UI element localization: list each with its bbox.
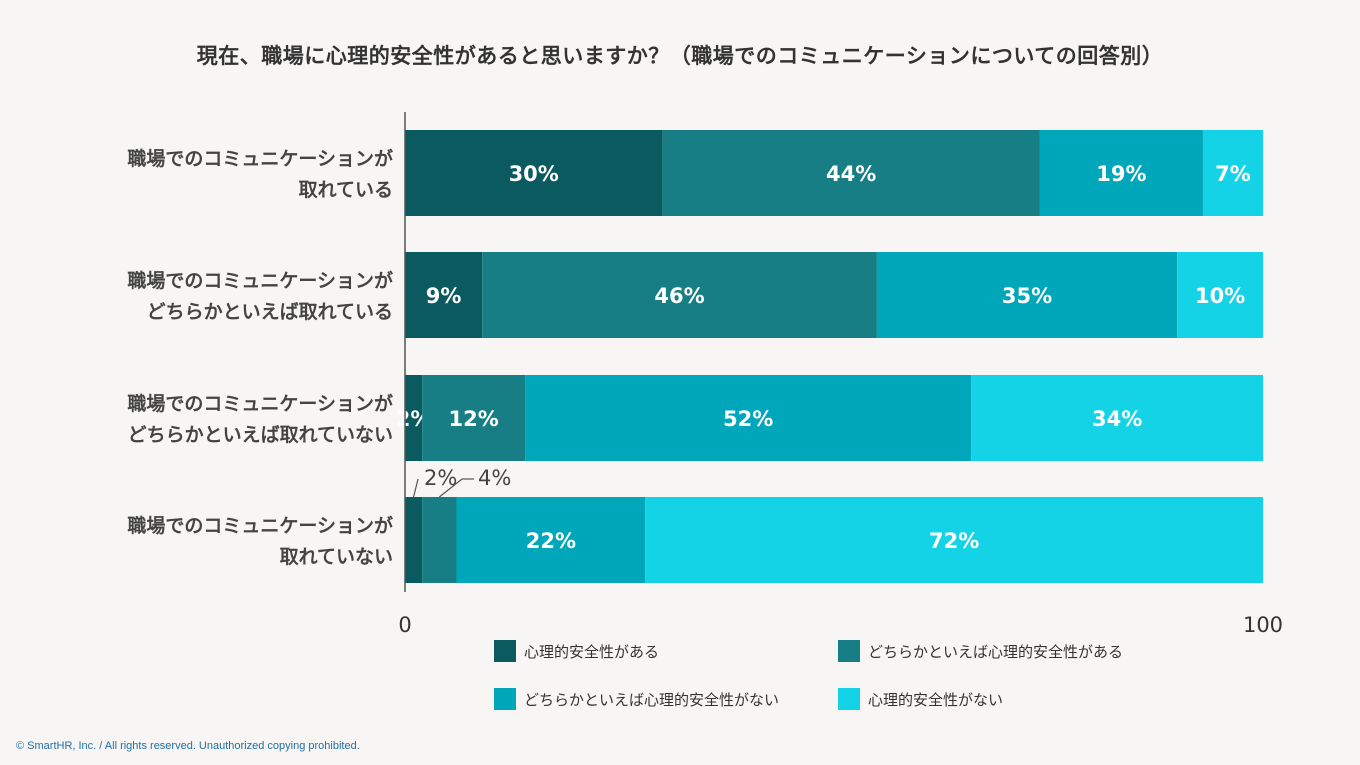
x-tick-label: 0 xyxy=(398,613,411,637)
legend-swatch xyxy=(494,688,516,710)
legend-swatch xyxy=(838,688,860,710)
bar-value-label: 52% xyxy=(723,407,773,431)
legend-label: 心理的安全性がない xyxy=(868,691,1003,709)
leader-line xyxy=(412,478,419,498)
category-label: 取れていない xyxy=(280,546,393,568)
bar-segment xyxy=(405,252,483,338)
category-label: どちらかといえば取れていない xyxy=(128,424,393,446)
category-label: 職場でのコミュニケーションが xyxy=(127,514,393,537)
legend-label: どちらかといえば心理的安全性がある xyxy=(868,643,1123,661)
bar-value-label: 46% xyxy=(654,284,704,308)
bar-segment xyxy=(525,375,972,461)
bar-value-label: 35% xyxy=(1002,284,1052,308)
bar-segment xyxy=(482,252,877,338)
leader-line xyxy=(438,478,463,498)
category-label: 職場でのコミュニケーションが xyxy=(127,147,393,170)
bar-segment xyxy=(1177,252,1263,338)
bar-segment xyxy=(405,497,423,583)
copyright-notice: © SmartHR, Inc. / All rights reserved. U… xyxy=(16,740,360,752)
legend-swatch xyxy=(838,640,860,662)
bar-segment xyxy=(405,130,663,216)
bar-segment xyxy=(1202,130,1263,216)
bar-segment xyxy=(422,497,457,583)
legend-label: どちらかといえば心理的安全性がない xyxy=(524,691,779,709)
bar-segment xyxy=(456,497,646,583)
bar-value-label: 10% xyxy=(1195,284,1245,308)
bar-value-label: 19% xyxy=(1096,162,1146,186)
bar-value-label: 30% xyxy=(509,162,559,186)
bar-value-label: 22% xyxy=(526,529,576,553)
bar-segment xyxy=(1039,130,1203,216)
bar-value-label: 72% xyxy=(929,529,979,553)
bar-segment xyxy=(405,375,423,461)
bar-value-label: 12% xyxy=(449,407,499,431)
x-tick-label: 100 xyxy=(1243,613,1283,637)
bar-value-label: 7% xyxy=(1215,162,1251,186)
category-label: 職場でのコミュニケーションが xyxy=(127,269,393,292)
category-label: 職場でのコミュニケーションが xyxy=(127,392,393,415)
bar-segment xyxy=(662,130,1040,216)
legend-label: 心理的安全性がある xyxy=(524,643,659,661)
bar-segment xyxy=(971,375,1263,461)
bar-value-label: 34% xyxy=(1092,407,1142,431)
category-label: どちらかといえば取れている xyxy=(147,301,393,323)
bar-value-label: 2% xyxy=(424,466,457,490)
bar-segment xyxy=(876,252,1178,338)
bar-value-label: 4% xyxy=(478,466,511,490)
bar-segment xyxy=(422,375,526,461)
bar-value-label: 44% xyxy=(826,162,876,186)
category-label: 取れている xyxy=(299,179,393,201)
chart-title: 現在、職場に心理的安全性があると思いますか？（職場でのコミュニケーションについて… xyxy=(196,44,1164,68)
bar-segment xyxy=(645,497,1263,583)
legend-swatch xyxy=(494,640,516,662)
bar-value-label: 9% xyxy=(426,284,462,308)
